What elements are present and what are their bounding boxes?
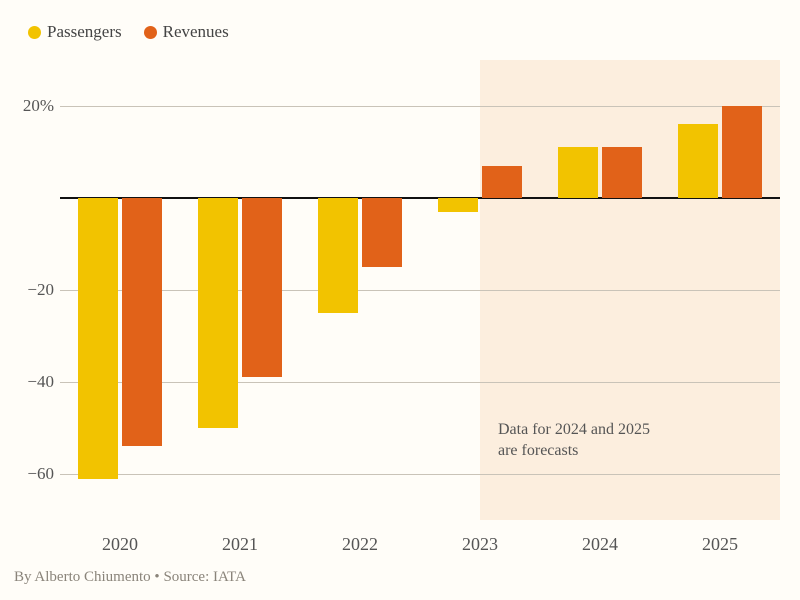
x-tick-label: 2021 bbox=[222, 534, 258, 555]
gridline bbox=[60, 474, 780, 475]
forecast-note-line1: Data for 2024 and 2025 bbox=[498, 421, 650, 438]
bar-revenues bbox=[362, 198, 402, 267]
legend-item-passengers: Passengers bbox=[28, 22, 122, 42]
legend-label-revenues: Revenues bbox=[163, 22, 229, 42]
revenues-swatch bbox=[144, 26, 157, 39]
legend: Passengers Revenues bbox=[28, 22, 229, 42]
gridline bbox=[60, 106, 780, 107]
legend-item-revenues: Revenues bbox=[144, 22, 229, 42]
x-tick-label: 2022 bbox=[342, 534, 378, 555]
x-tick-label: 2025 bbox=[702, 534, 738, 555]
byline-author: By Alberto Chiumento bbox=[14, 569, 151, 585]
y-tick-label: −60 bbox=[14, 464, 54, 484]
bar-passengers bbox=[558, 147, 598, 198]
forecast-note-line2: are forecasts bbox=[498, 442, 578, 459]
x-tick-label: 2023 bbox=[462, 534, 498, 555]
chart-container: Passengers Revenues Data for 2024 and 20… bbox=[0, 0, 800, 600]
forecast-note: Data for 2024 and 2025 are forecasts bbox=[498, 419, 688, 462]
y-tick-label: −40 bbox=[14, 372, 54, 392]
bar-passengers bbox=[78, 198, 118, 479]
bar-passengers bbox=[318, 198, 358, 313]
y-tick-label: 20% bbox=[14, 96, 54, 116]
bar-passengers bbox=[438, 198, 478, 212]
gridline bbox=[60, 290, 780, 291]
byline: By Alberto Chiumento • Source: IATA bbox=[14, 569, 246, 586]
bar-revenues bbox=[482, 166, 522, 198]
byline-source: Source: IATA bbox=[163, 569, 246, 585]
bar-revenues bbox=[242, 198, 282, 377]
passengers-swatch bbox=[28, 26, 41, 39]
zero-line bbox=[60, 197, 780, 199]
gridline bbox=[60, 382, 780, 383]
byline-sep: • bbox=[151, 569, 164, 585]
bar-revenues bbox=[122, 198, 162, 446]
x-tick-label: 2020 bbox=[102, 534, 138, 555]
x-tick-label: 2024 bbox=[582, 534, 618, 555]
plot-area: Data for 2024 and 2025 are forecasts 20%… bbox=[60, 60, 780, 520]
legend-label-passengers: Passengers bbox=[47, 22, 122, 42]
bar-revenues bbox=[602, 147, 642, 198]
bar-passengers bbox=[678, 124, 718, 198]
y-tick-label: −20 bbox=[14, 280, 54, 300]
bar-revenues bbox=[722, 106, 762, 198]
bar-passengers bbox=[198, 198, 238, 428]
